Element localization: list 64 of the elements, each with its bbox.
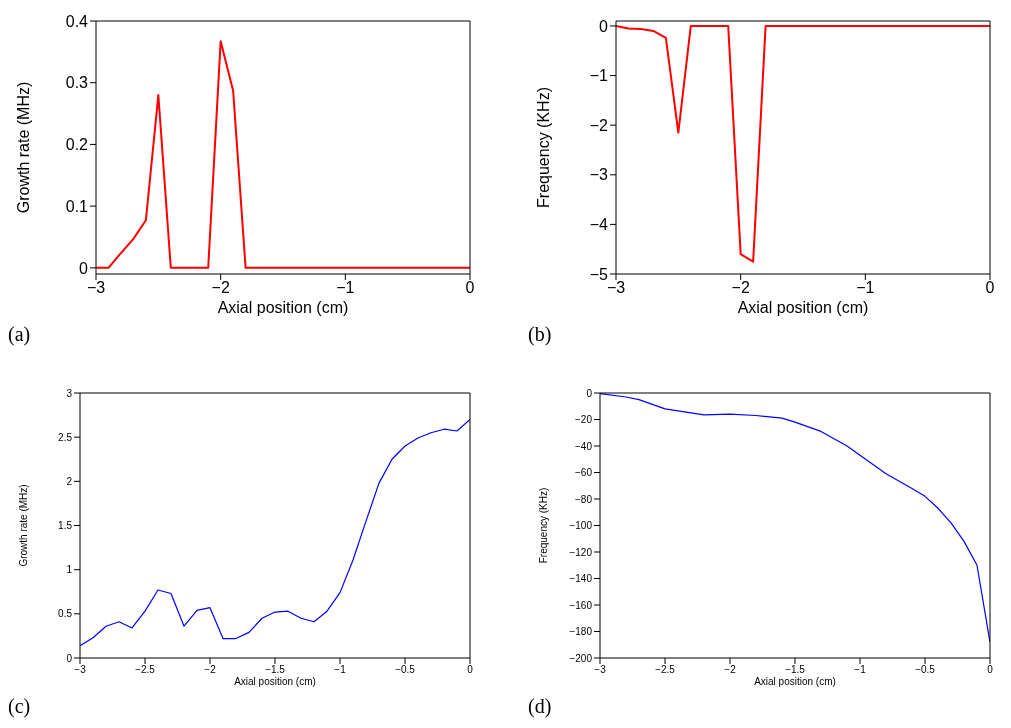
y-tick-label: −2 — [589, 116, 609, 134]
x-tick-label: −2.5 — [135, 664, 156, 676]
x-tick-label: −2 — [211, 279, 230, 297]
y-tick-label: 0 — [599, 17, 609, 35]
x-tick-label: −2 — [731, 279, 750, 297]
line-series — [616, 24, 990, 263]
y-tick-label: −80 — [575, 493, 593, 505]
x-tick-label: −0.5 — [915, 664, 936, 676]
y-tick-label: −20 — [575, 414, 593, 426]
x-tick-label: −1 — [854, 664, 867, 676]
x-tick-label: 0 — [467, 664, 474, 676]
text: (c) — [8, 695, 31, 718]
y-tick-label: 1 — [66, 564, 73, 576]
x-tick-label: −2.5 — [655, 664, 676, 676]
x-tick-label: −3 — [86, 279, 106, 297]
x-axis-title: Axial position (cm) — [234, 676, 316, 687]
x-tick-label: −2 — [204, 664, 217, 676]
x-tick-label: 0 — [987, 664, 994, 676]
y-tick-label: −120 — [569, 546, 593, 558]
y-tick-label: 0.5 — [58, 608, 73, 620]
y-tick-label: 0 — [66, 652, 73, 664]
y-tick-label: 0 — [586, 387, 593, 399]
y-tick-label: −5 — [589, 265, 609, 283]
y-tick-label: −1 — [589, 67, 609, 85]
x-tick-label: 0 — [465, 279, 475, 297]
line-series — [96, 40, 470, 269]
x-tick-label: −3 — [606, 279, 626, 297]
y-tick-label: −100 — [569, 520, 593, 532]
text: (a) — [8, 323, 31, 346]
y-axis-title: Growth rate (MHz) — [14, 81, 32, 214]
y-tick-label: 2 — [66, 475, 73, 487]
x-axis-title: Axial position (cm) — [737, 299, 869, 316]
y-tick-label: −200 — [569, 652, 593, 664]
y-tick-label: −4 — [589, 216, 609, 234]
y-tick-label: 3 — [66, 387, 73, 399]
y-tick-label: 0.1 — [65, 197, 89, 215]
x-tick-label: 0 — [985, 279, 995, 297]
y-tick-label: −60 — [575, 467, 593, 479]
y-tick-label: 0 — [79, 259, 89, 277]
y-tick-label: −40 — [575, 440, 593, 452]
x-axis-title: Axial position (cm) — [754, 676, 836, 687]
y-tick-label: 2.5 — [58, 431, 73, 443]
x-tick-label: −0.5 — [395, 664, 416, 676]
y-tick-label: 0.4 — [65, 12, 89, 30]
y-tick-label: 0.2 — [65, 136, 89, 154]
y-tick-label: 1.5 — [58, 520, 73, 532]
x-tick-label: −1 — [856, 279, 875, 297]
text: (d) — [528, 695, 552, 718]
x-tick-label: −1.5 — [265, 664, 286, 676]
x-tick-label: −1.5 — [785, 664, 806, 676]
y-tick-label: −140 — [569, 573, 593, 585]
x-tick-label: −2 — [724, 664, 737, 676]
y-tick-label: 0.3 — [65, 74, 89, 92]
y-tick-label: −160 — [569, 599, 593, 611]
y-axis-title: Growth rate (MHz) — [17, 484, 29, 567]
y-tick-label: −3 — [589, 166, 609, 184]
y-tick-label: −180 — [569, 626, 593, 638]
text: (b) — [528, 323, 552, 346]
y-axis-title: Frequency (KHz) — [534, 87, 552, 208]
x-axis-title: Axial position (cm) — [217, 299, 349, 316]
line-series — [80, 418, 470, 647]
x-tick-label: −1 — [336, 279, 355, 297]
x-tick-label: −1 — [334, 664, 347, 676]
y-axis-title: Frequency (KHz) — [537, 487, 549, 564]
